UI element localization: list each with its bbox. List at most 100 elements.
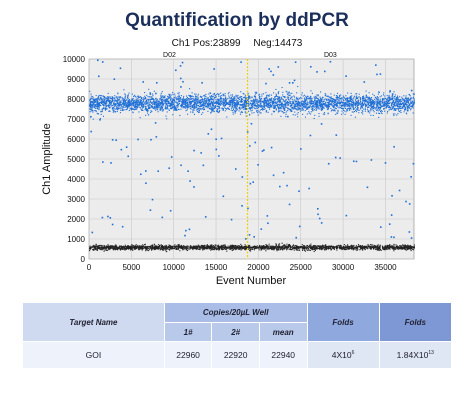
droplet-point-positive	[236, 108, 238, 110]
droplet-point-positive	[165, 108, 167, 110]
droplet-point-positive	[200, 152, 203, 154]
droplet-point-positive	[177, 98, 179, 100]
droplet-point-negative	[310, 245, 312, 247]
droplet-point-positive	[103, 101, 105, 103]
droplet-point-positive	[288, 101, 290, 103]
droplet-point-positive	[279, 105, 281, 107]
droplet-point-positive	[155, 106, 157, 108]
droplet-point-positive	[232, 113, 234, 115]
droplet-point-positive	[385, 106, 387, 109]
droplet-point-positive	[198, 107, 200, 109]
droplet-point-positive	[155, 99, 157, 101]
droplet-point-positive	[399, 96, 401, 98]
droplet-point-positive	[235, 107, 237, 109]
droplet-point-positive	[373, 111, 375, 113]
droplet-point-positive	[357, 102, 359, 105]
droplet-point-positive	[237, 97, 240, 99]
droplet-point-positive	[339, 102, 341, 104]
droplet-point-positive	[358, 93, 360, 95]
droplet-point-positive	[111, 96, 113, 98]
droplet-point-positive	[104, 101, 106, 103]
droplet-point-positive	[309, 101, 311, 103]
droplet-point-positive	[277, 66, 280, 68]
droplet-point-positive	[331, 100, 334, 102]
droplet-point-positive	[255, 100, 257, 102]
droplet-point-positive	[320, 100, 322, 102]
droplet-point-positive	[111, 98, 113, 100]
droplet-point-positive	[261, 105, 263, 107]
droplet-point-positive	[175, 109, 177, 111]
droplet-point-positive	[367, 103, 369, 105]
droplet-point-positive	[300, 148, 302, 150]
droplet-point-positive	[124, 93, 126, 95]
droplet-point-positive	[204, 101, 206, 103]
droplet-point-positive	[310, 113, 312, 115]
droplet-point-positive	[254, 99, 256, 101]
droplet-point-positive	[224, 99, 226, 101]
droplet-point-positive	[385, 102, 388, 104]
droplet-point-positive	[101, 61, 104, 63]
droplet-point-positive	[127, 94, 129, 96]
droplet-point-positive	[298, 103, 300, 105]
droplet-point-positive	[222, 108, 224, 110]
droplet-point-positive	[397, 102, 399, 104]
droplet-point-positive	[411, 100, 413, 102]
droplet-point-positive	[140, 99, 142, 101]
droplet-point-positive	[153, 102, 155, 104]
droplet-point-positive	[302, 101, 304, 103]
droplet-point-positive	[245, 100, 248, 103]
droplet-point-positive	[343, 106, 345, 108]
droplet-point-positive	[196, 96, 198, 98]
droplet-point-positive	[152, 107, 154, 109]
droplet-point-positive	[276, 102, 278, 105]
droplet-point-positive	[374, 107, 376, 109]
droplet-point-positive	[384, 110, 386, 112]
droplet-point-positive	[89, 90, 91, 92]
droplet-point-positive	[388, 107, 390, 109]
droplet-point-positive	[176, 107, 178, 109]
droplet-point-positive	[151, 110, 153, 112]
droplet-point-positive	[138, 96, 140, 99]
droplet-point-positive	[264, 105, 266, 107]
droplet-point-positive	[356, 105, 359, 107]
droplet-point-positive	[173, 107, 175, 109]
droplet-point-positive	[397, 99, 399, 101]
droplet-point-positive	[216, 102, 218, 104]
droplet-point-positive	[147, 96, 149, 98]
droplet-point-positive	[408, 203, 411, 205]
droplet-point-positive	[170, 156, 173, 158]
droplet-point-positive	[251, 107, 253, 110]
droplet-point-negative	[151, 248, 153, 250]
droplet-point-negative	[387, 247, 389, 249]
droplet-point-positive	[111, 107, 113, 109]
droplet-point-positive	[127, 104, 129, 106]
droplet-point-positive	[132, 111, 134, 113]
droplet-point-negative	[322, 244, 324, 246]
droplet-point-positive	[190, 103, 192, 105]
droplet-point-positive	[368, 101, 371, 103]
droplet-point-positive	[370, 114, 372, 116]
droplet-point-negative	[142, 244, 144, 246]
droplet-point-positive	[211, 109, 213, 111]
droplet-point-positive	[290, 109, 292, 111]
droplet-point-positive	[239, 106, 241, 108]
droplet-point-positive	[106, 108, 108, 110]
droplet-point-positive	[347, 92, 349, 94]
droplet-point-positive	[393, 98, 395, 100]
droplet-point-positive	[189, 101, 191, 104]
droplet-point-positive	[235, 105, 237, 107]
droplet-point-positive	[254, 91, 256, 93]
droplet-point-positive	[119, 112, 121, 114]
droplet-point-positive	[231, 103, 233, 106]
droplet-point-positive	[404, 106, 406, 108]
droplet-point-negative	[284, 244, 286, 246]
droplet-point-positive	[285, 104, 287, 106]
droplet-point-positive	[212, 105, 215, 107]
droplet-point-positive	[329, 98, 332, 100]
droplet-point-positive	[133, 105, 135, 107]
droplet-point-positive	[266, 97, 268, 99]
droplet-point-positive	[98, 108, 100, 110]
droplet-point-positive	[207, 103, 209, 105]
droplet-point-positive	[228, 105, 231, 107]
droplet-point-positive	[283, 107, 285, 109]
